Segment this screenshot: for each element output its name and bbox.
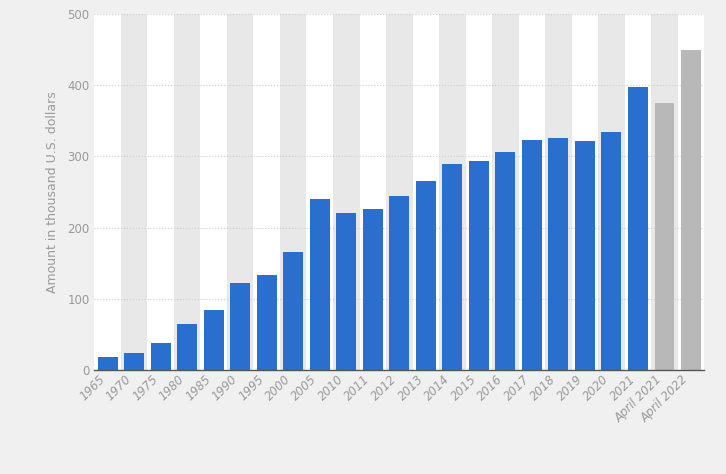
Bar bbox=[121, 14, 147, 370]
Bar bbox=[310, 199, 330, 370]
Bar bbox=[651, 14, 677, 370]
Bar bbox=[548, 138, 568, 370]
Bar bbox=[230, 283, 250, 370]
Bar bbox=[439, 14, 465, 370]
Bar bbox=[98, 357, 118, 370]
Bar bbox=[124, 354, 144, 370]
Bar bbox=[495, 152, 515, 370]
Bar bbox=[257, 275, 277, 370]
Bar bbox=[681, 50, 701, 370]
Bar bbox=[227, 14, 253, 370]
Bar bbox=[177, 324, 197, 370]
Bar bbox=[333, 14, 359, 370]
Bar bbox=[545, 14, 571, 370]
Bar bbox=[174, 14, 200, 370]
Bar bbox=[575, 142, 595, 370]
Bar bbox=[416, 182, 436, 370]
Bar bbox=[151, 343, 171, 370]
Bar bbox=[204, 310, 224, 370]
Bar bbox=[280, 14, 306, 370]
Bar bbox=[655, 103, 674, 370]
Bar bbox=[386, 14, 412, 370]
Bar bbox=[442, 164, 462, 370]
Bar bbox=[336, 212, 356, 370]
Bar bbox=[628, 88, 648, 370]
Bar bbox=[283, 253, 303, 370]
Bar bbox=[601, 132, 621, 370]
Bar bbox=[492, 14, 518, 370]
Bar bbox=[598, 14, 624, 370]
Bar bbox=[389, 196, 409, 370]
Bar bbox=[469, 161, 489, 370]
Y-axis label: Amount in thousand U.S. dollars: Amount in thousand U.S. dollars bbox=[46, 91, 59, 293]
Bar bbox=[363, 209, 383, 370]
Bar bbox=[522, 140, 542, 370]
